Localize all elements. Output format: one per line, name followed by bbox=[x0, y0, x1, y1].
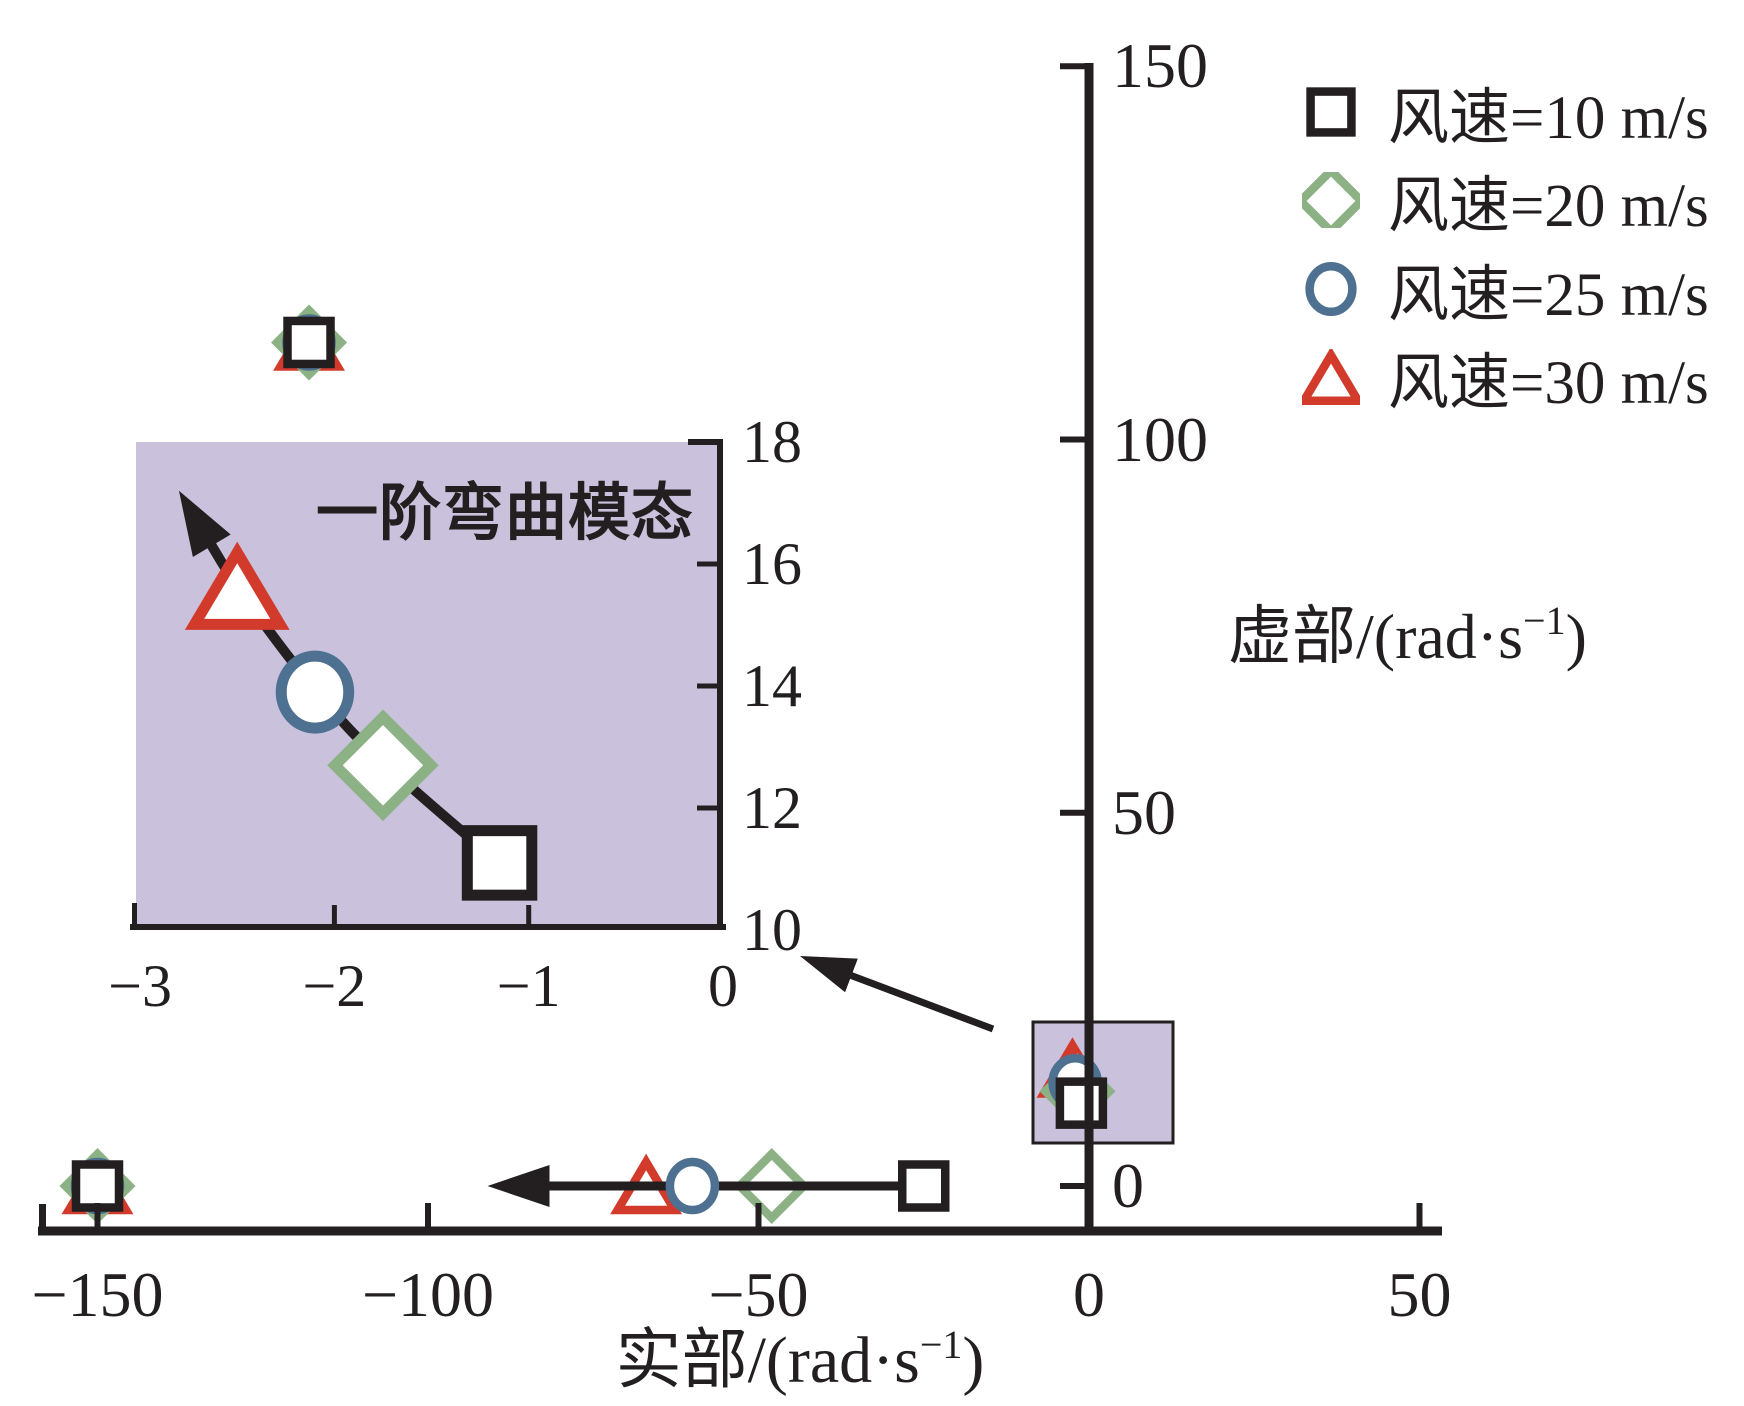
data-point-circle bbox=[665, 1157, 720, 1215]
y-axis-title-sup: −1 bbox=[1523, 598, 1566, 643]
inset-y-tick-label: 18 bbox=[742, 409, 802, 475]
main-y-tick-label: 100 bbox=[1112, 403, 1208, 475]
axes-layer bbox=[38, 63, 1442, 1236]
legend-item-20ms: 风速=20 m/s bbox=[1294, 156, 1709, 245]
legend-marker-square bbox=[1306, 87, 1356, 137]
main-x-tick-label: −150 bbox=[31, 1259, 164, 1330]
inset-curve-arrowhead bbox=[178, 490, 231, 558]
x-axis-title-sup: −1 bbox=[919, 1322, 963, 1367]
data-point-square bbox=[71, 1160, 124, 1212]
square-legend-marker bbox=[1302, 83, 1360, 139]
inset-y-tick-label: 12 bbox=[742, 775, 802, 841]
main-x-tick-label: 50 bbox=[1387, 1259, 1452, 1330]
inset-x-tick-label: −1 bbox=[496, 953, 561, 1019]
inset-x-tick-label: −2 bbox=[302, 953, 367, 1019]
inset-background bbox=[136, 442, 723, 930]
main-y-tick-label: 150 bbox=[1112, 30, 1208, 102]
mode-branch-arrowhead bbox=[487, 1165, 550, 1207]
main-y-tick-label: 0 bbox=[1112, 1150, 1144, 1221]
legend-label: 风速=20 m/s bbox=[1388, 173, 1709, 241]
underlays bbox=[136, 442, 1175, 1145]
triangle-legend-marker bbox=[1296, 346, 1366, 405]
inset-y-tick-label: 14 bbox=[742, 653, 802, 719]
main-y-tick-label: 50 bbox=[1112, 776, 1176, 848]
inset-x-tick-label: −3 bbox=[108, 953, 173, 1019]
x-axis-title-base: 实部/(rad·s bbox=[615, 1324, 920, 1397]
inset-x-tick-label: 0 bbox=[708, 953, 738, 1019]
inset-y-tick-label: 16 bbox=[742, 531, 802, 597]
legend-marker-circle bbox=[1305, 262, 1357, 317]
diamond-icon bbox=[1294, 164, 1368, 238]
legend-label: 风速=25 m/s bbox=[1388, 261, 1709, 329]
legend-label: 风速=10 m/s bbox=[1388, 84, 1709, 152]
square-icon bbox=[1306, 87, 1356, 137]
inset-data-point-diamond bbox=[327, 709, 439, 822]
x-axis-title: 实部/(rad·s−1) bbox=[580, 1306, 1020, 1402]
circle-icon bbox=[1305, 262, 1357, 317]
y-axis-title-end: ) bbox=[1565, 601, 1587, 672]
data-point-square bbox=[898, 1160, 950, 1212]
inset-data-point-square bbox=[461, 825, 538, 901]
triangle-icon bbox=[1296, 346, 1366, 405]
y-axis-title: 虚部/(rad·s−1) bbox=[1228, 585, 1587, 677]
main-x-tick-label: −50 bbox=[708, 1259, 809, 1330]
data-point-square bbox=[1055, 1077, 1108, 1129]
legend-item-10ms: 风速=10 m/s bbox=[1302, 67, 1709, 156]
circle-legend-marker bbox=[1302, 260, 1360, 317]
legend-marker-triangle bbox=[1296, 346, 1366, 405]
data-point-square bbox=[283, 316, 335, 369]
main-x-tick-label: 0 bbox=[1073, 1259, 1105, 1330]
legend-item-25ms: 风速=25 m/s bbox=[1302, 244, 1709, 333]
data-layer bbox=[59, 304, 1116, 1225]
x-axis-title-end: ) bbox=[962, 1324, 985, 1397]
legend-item-30ms: 风速=30 m/s bbox=[1296, 333, 1709, 422]
legend-marker-diamond bbox=[1294, 164, 1368, 238]
y-axis-title-base: 虚部/(rad·s bbox=[1228, 601, 1524, 672]
inset-y-tick-label: 10 bbox=[742, 897, 802, 963]
inset-title: 一阶弯曲模态 bbox=[315, 480, 694, 548]
legend-label: 风速=30 m/s bbox=[1388, 350, 1709, 418]
legend: 风速=10 m/s 风速=20 m/s 风速=25 m/s 风速=30 m/s bbox=[1294, 67, 1709, 422]
diamond-legend-marker bbox=[1294, 164, 1368, 238]
inset-data-point-circle bbox=[275, 650, 355, 734]
inset-data-point-triangle bbox=[184, 541, 290, 630]
main-x-tick-label: −100 bbox=[361, 1259, 495, 1330]
zoom-connector-arrowhead bbox=[800, 956, 858, 993]
